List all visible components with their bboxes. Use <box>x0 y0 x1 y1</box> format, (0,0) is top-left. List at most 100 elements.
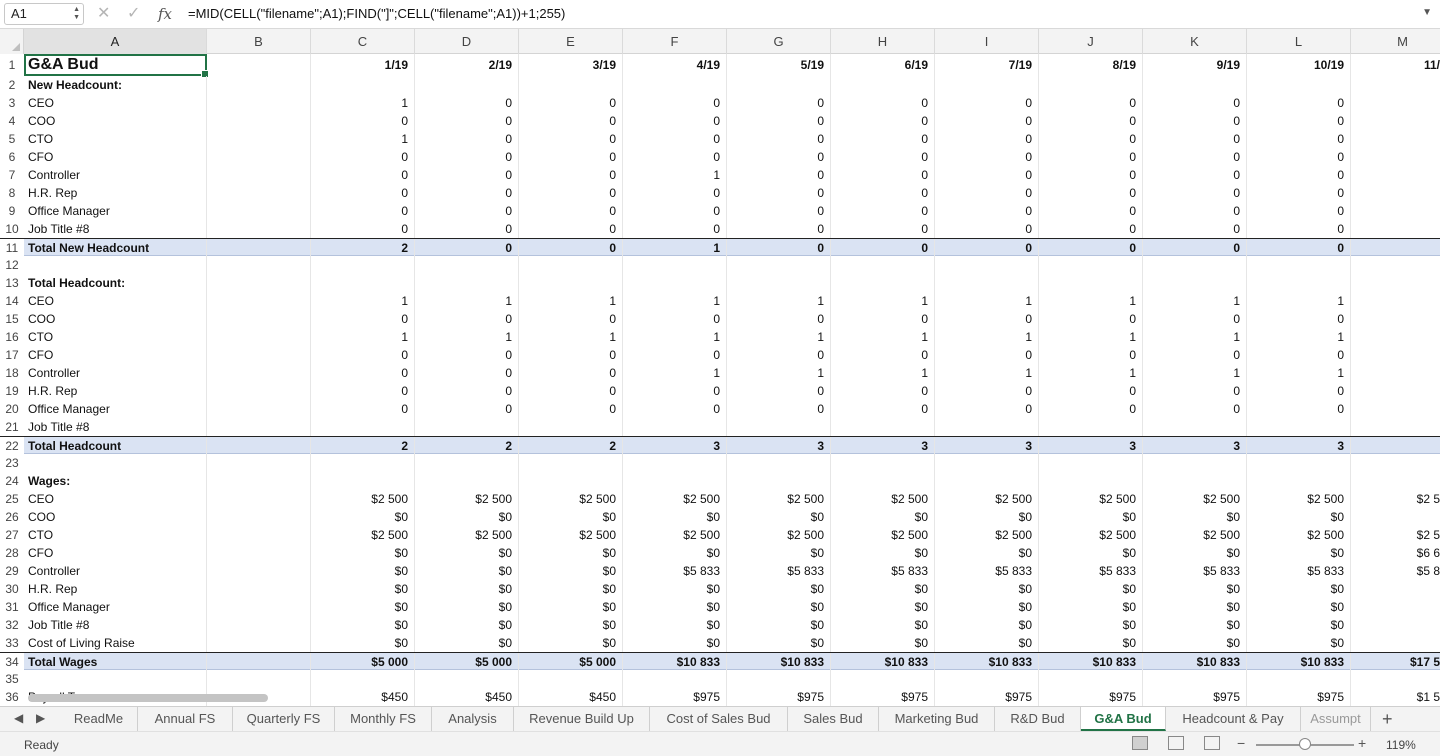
value-cell[interactable]: 0 <box>609 204 616 218</box>
value-cell[interactable]: 0 <box>505 96 512 110</box>
value-cell[interactable]: 0 <box>1337 402 1344 416</box>
column-header-e[interactable]: E <box>519 29 623 54</box>
value-cell[interactable]: 0 <box>921 222 928 236</box>
value-cell[interactable]: 1 <box>1233 294 1240 308</box>
next-sheet-icon[interactable]: ▶ <box>36 711 46 725</box>
value-cell[interactable]: 0 <box>817 312 824 326</box>
row-header[interactable]: 11 <box>0 239 24 257</box>
row-header[interactable]: 31 <box>5 600 19 614</box>
value-cell[interactable]: $2 500 <box>787 492 824 506</box>
name-box[interactable]: A1 ▲ ▼ <box>4 3 84 25</box>
value-cell[interactable]: $2 500 <box>1307 528 1344 542</box>
value-cell[interactable]: 0 <box>505 402 512 416</box>
value-cell[interactable]: 0 <box>921 150 928 164</box>
value-cell[interactable]: $0 <box>1122 582 1136 596</box>
value-cell[interactable]: $0 <box>602 600 616 614</box>
value-cell[interactable]: 3 <box>713 439 720 453</box>
value-cell[interactable]: 1 <box>1337 294 1344 308</box>
column-header-l[interactable]: L <box>1247 29 1351 54</box>
row-label-cell[interactable]: CTO <box>28 330 54 344</box>
value-cell[interactable]: 0 <box>1233 96 1240 110</box>
row-label-cell[interactable]: COO <box>28 114 56 128</box>
value-cell[interactable]: $0 <box>810 510 824 524</box>
tab-headcount-pay[interactable]: Headcount & Pay <box>1166 707 1301 731</box>
value-cell[interactable]: 0 <box>817 402 824 416</box>
value-cell[interactable]: 0 <box>401 384 408 398</box>
row-header[interactable]: 5 <box>8 132 16 146</box>
value-cell[interactable]: $10 833 <box>676 655 720 669</box>
value-cell[interactable]: $2 500 <box>891 528 928 542</box>
value-cell[interactable]: 0 <box>713 384 720 398</box>
value-cell[interactable]: $0 <box>706 618 720 632</box>
row-label-cell[interactable] <box>24 454 207 472</box>
value-cell[interactable]: 0 <box>609 348 616 362</box>
value-cell[interactable]: 0 <box>401 222 408 236</box>
row-header[interactable]: 30 <box>5 582 19 596</box>
value-cell[interactable]: $975 <box>797 690 824 704</box>
value-cell[interactable]: 0 <box>817 96 824 110</box>
value-cell[interactable]: 0 <box>713 402 720 416</box>
value-cell[interactable]: 0 <box>817 222 824 236</box>
value-cell[interactable]: $0 <box>1330 600 1344 614</box>
value-cell[interactable]: 0 <box>1233 384 1240 398</box>
value-cell[interactable]: $0 <box>1018 618 1032 632</box>
value-cell[interactable]: $5 000 <box>475 655 512 669</box>
value-cell[interactable]: 1 <box>921 330 928 344</box>
zoom-in-icon[interactable]: + <box>1358 735 1367 751</box>
value-cell[interactable]: $975 <box>1317 690 1344 704</box>
value-cell[interactable]: 0 <box>1025 132 1032 146</box>
cancel-icon[interactable]: ✕ <box>97 5 111 22</box>
value-cell[interactable]: 0 <box>713 222 720 236</box>
value-cell[interactable]: 0 <box>713 114 720 128</box>
column-header-m[interactable]: M <box>1351 29 1440 54</box>
value-cell[interactable]: $0 <box>498 636 512 650</box>
value-cell[interactable]: $0 <box>1018 582 1032 596</box>
value-cell[interactable]: $10 833 <box>1196 655 1240 669</box>
value-cell[interactable]: 0 <box>1025 241 1032 255</box>
row-header[interactable]: 12 <box>5 258 19 272</box>
value-cell[interactable]: 1 <box>713 294 720 308</box>
value-cell[interactable]: $2 500 <box>891 492 928 506</box>
value-cell[interactable]: 0 <box>505 204 512 218</box>
value-cell[interactable]: 0 <box>817 204 824 218</box>
value-cell[interactable]: $0 <box>1018 546 1032 560</box>
value-cell[interactable]: $0 <box>394 510 408 524</box>
row-header[interactable]: 25 <box>5 492 19 506</box>
value-cell[interactable]: $0 <box>498 600 512 614</box>
value-cell[interactable]: 1 <box>1233 330 1240 344</box>
value-cell[interactable]: $0 <box>602 636 616 650</box>
value-cell[interactable]: $0 <box>706 636 720 650</box>
value-cell[interactable]: 0 <box>401 366 408 380</box>
value-cell[interactable]: $1 5 <box>1416 690 1440 704</box>
value-cell[interactable]: 0 <box>1233 348 1240 362</box>
value-cell[interactable]: $0 <box>394 600 408 614</box>
value-cell[interactable]: 0 <box>713 348 720 362</box>
value-cell[interactable]: 1 <box>401 132 408 146</box>
value-cell[interactable]: 1 <box>1129 294 1136 308</box>
value-cell[interactable]: 0 <box>1129 384 1136 398</box>
value-cell[interactable]: 6/19 <box>904 58 928 72</box>
zoom-slider-thumb[interactable] <box>1299 738 1311 750</box>
value-cell[interactable]: 1 <box>401 294 408 308</box>
value-cell[interactable]: $5 833 <box>787 564 824 578</box>
row-label-cell[interactable]: New Headcount: <box>28 78 123 92</box>
value-cell[interactable]: $0 <box>1122 510 1136 524</box>
value-cell[interactable]: $0 <box>1330 510 1344 524</box>
value-cell[interactable]: $0 <box>706 510 720 524</box>
row-header[interactable]: 15 <box>5 312 19 326</box>
row-label-cell[interactable]: Total Wages <box>28 655 98 669</box>
value-cell[interactable]: $0 <box>914 600 928 614</box>
value-cell[interactable]: $0 <box>394 636 408 650</box>
row-label-cell[interactable]: CFO <box>28 546 54 560</box>
value-cell[interactable]: 0 <box>401 114 408 128</box>
column-header-j[interactable]: J <box>1039 29 1143 54</box>
column-header-i[interactable]: I <box>935 29 1039 54</box>
value-cell[interactable]: $5 833 <box>1307 564 1344 578</box>
row-label-cell[interactable]: CTO <box>28 132 54 146</box>
value-cell[interactable]: $6 6 <box>1416 546 1440 560</box>
value-cell[interactable]: $0 <box>706 582 720 596</box>
value-cell[interactable]: 1 <box>817 330 824 344</box>
value-cell[interactable]: $2 500 <box>1099 528 1136 542</box>
value-cell[interactable]: 0 <box>1025 114 1032 128</box>
value-cell[interactable]: 3 <box>1337 439 1344 453</box>
